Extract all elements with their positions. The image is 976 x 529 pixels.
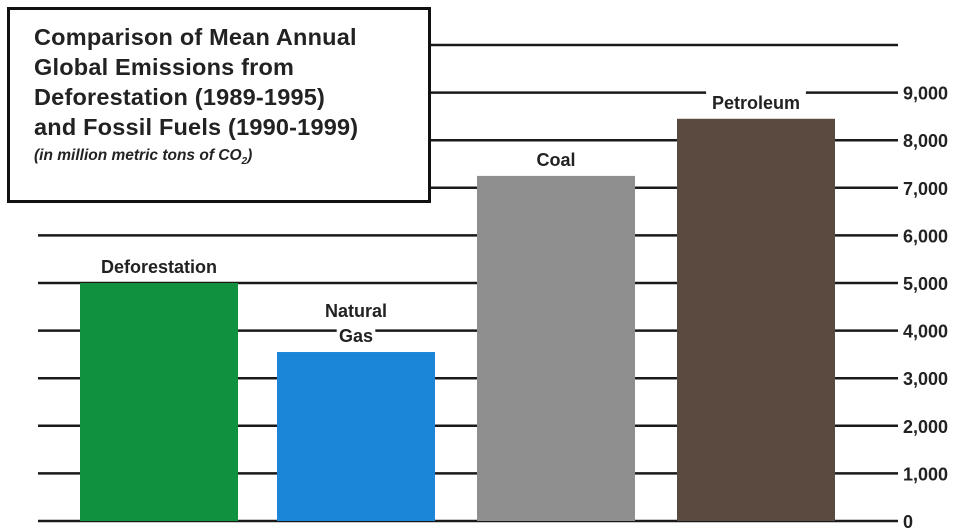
bar-label: Gas	[339, 326, 373, 346]
y-tick-label-bg	[898, 317, 976, 344]
bar-labels: Deforestation Natural Gas Coal Petroleum	[88, 90, 806, 348]
y-tick-label: 3,000	[903, 369, 948, 389]
chart-title-line-3: Deforestation (1989-1995)	[34, 84, 326, 110]
y-tick-label: 2,000	[903, 417, 948, 437]
bar-deforestation	[80, 283, 238, 521]
bar-label: Petroleum	[712, 93, 800, 113]
chart-subtitle-end: )	[247, 147, 253, 164]
y-tick-label: 8,000	[903, 131, 948, 151]
bar-label: Deforestation	[101, 257, 217, 277]
y-tick-label: 4,000	[903, 322, 948, 342]
chart-title-line-2: Global Emissions from	[34, 54, 295, 80]
y-tick-label: 1,000	[903, 464, 948, 484]
chart-subtitle: (in million metric tons of CO2)	[34, 144, 418, 174]
chart-subtitle-text: (in million metric tons of CO	[34, 147, 242, 164]
bar-label-bg	[336, 324, 376, 348]
bar-label-bg	[316, 299, 396, 323]
bar-label: Natural	[325, 301, 387, 321]
y-tick-label-bg	[898, 365, 976, 392]
bar-petroleum	[677, 118, 835, 521]
y-tick-label-bg	[898, 412, 976, 439]
chart-title-line-1: Comparison of Mean Annual	[34, 24, 357, 50]
y-tick-label-bg	[898, 270, 976, 296]
y-tick-label-bg	[898, 79, 976, 106]
y-tick-label: 0	[903, 512, 913, 529]
bar-label: Coal	[536, 150, 575, 170]
y-tick-label-bg	[898, 460, 976, 487]
y-tick-label: 6,000	[903, 226, 948, 246]
bar-natural-gas	[277, 352, 435, 521]
bar-label-bg	[531, 147, 581, 171]
chart-title-box: Comparison of Mean Annual Global Emissio…	[7, 7, 431, 203]
bar-label-bg	[706, 90, 806, 114]
y-tick-label-bg	[898, 222, 976, 249]
y-tick-label: 5,000	[903, 274, 948, 294]
y-tick-label-bg	[898, 174, 976, 201]
chart-subtitle-subscript: 2	[241, 156, 248, 168]
bar-label-bg	[88, 255, 230, 278]
bars	[80, 118, 835, 521]
y-tick-label: 7,000	[903, 179, 948, 199]
chart-title-line-4: and Fossil Fuels (1990-1999)	[34, 114, 359, 140]
y-tick-label-bg	[898, 508, 976, 529]
y-tick-label-bg	[898, 127, 976, 154]
y-axis-ticks: 0 1,000 2,000 3,000 4,000 5,000 6,000 7,000 8,00…	[898, 79, 976, 529]
y-tick-label: 9,000	[903, 84, 948, 104]
bar-coal	[477, 175, 635, 521]
